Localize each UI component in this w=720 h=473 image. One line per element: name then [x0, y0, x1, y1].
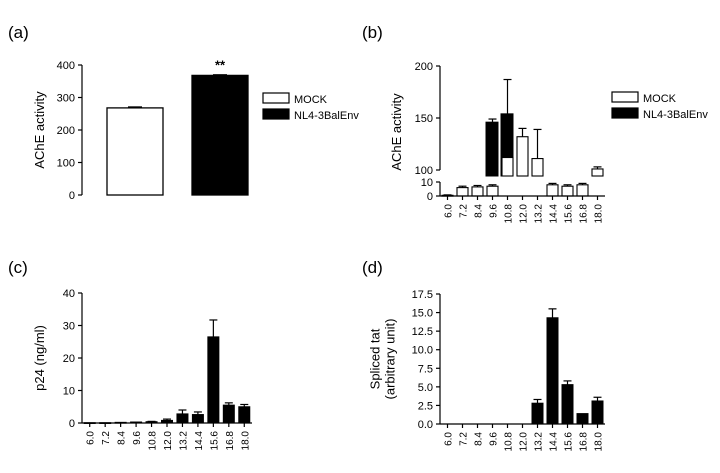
panel-d-bar	[546, 317, 559, 425]
panel-d-ylabel: Spliced tat	[368, 328, 383, 389]
panel-a-bar	[106, 107, 164, 196]
panel-b-xtick-label: 10.8	[504, 204, 515, 224]
panel-b-ytick-label: 100	[415, 165, 433, 177]
panel-c-bar	[238, 406, 251, 424]
panel-b-bar-mock	[486, 185, 499, 197]
panel-d-xtick-label: 12.0	[519, 432, 530, 452]
panel-d-xtick-label: 8.4	[474, 432, 485, 446]
panel-b-ylabel: AChE activity	[389, 93, 404, 171]
panel-b-xtick-label: 8.4	[474, 204, 485, 218]
panel-b-label: (b)	[362, 23, 383, 42]
panel-c-xtick-label: 16.8	[225, 431, 236, 451]
panel-a-significance: **	[215, 57, 226, 72]
panel-b-ytick-label: 10	[421, 177, 433, 189]
panel-d-bar	[531, 402, 544, 425]
panel-a-bar	[191, 74, 249, 196]
panel-d-xtick-label: 7.2	[459, 432, 470, 446]
panel-b-ytick-label: 0	[427, 191, 433, 203]
panel-a-legend-swatch	[262, 108, 290, 120]
panel-b-bar-mock	[576, 184, 589, 197]
panel-b-legend-swatch	[611, 107, 639, 119]
panel-b-bar-nl4	[485, 121, 499, 177]
panel-b-bar-mock	[501, 156, 514, 177]
panel-b-xtick-label: 13.2	[534, 204, 545, 224]
panel-c-xtick-label: 10.8	[148, 431, 159, 451]
panel-c-label: (c)	[8, 258, 28, 277]
panel-d-ylabel: (arbitrary unit)	[383, 319, 398, 400]
panel-b-bar-mock	[561, 185, 574, 197]
panel-b-ytick-label: 150	[415, 113, 433, 125]
panel-c-bar	[176, 413, 189, 424]
panel-b-xtick-label: 14.4	[549, 204, 560, 224]
panel-b-bar-mock	[546, 184, 559, 197]
panel-d-bar	[561, 384, 574, 425]
panel-c-xtick-label: 6.0	[86, 431, 97, 445]
panel-b-xtick-label: 6.0	[444, 204, 455, 218]
panel-c-xtick-label: 8.4	[117, 431, 128, 445]
panel-d-ytick-label: 12.5	[412, 326, 433, 338]
panel-d-ytick-label: 15.0	[412, 308, 433, 320]
panel-c-bar	[191, 414, 204, 424]
panel-a-legend-swatch	[262, 92, 290, 104]
panel-c-ytick-label: 40	[63, 288, 75, 300]
panel-c-xtick-label: 7.2	[101, 431, 112, 445]
panel-c-xtick-label: 13.2	[178, 431, 189, 451]
panel-b-xtick-label: 16.8	[579, 204, 590, 224]
panel-c-ylabel: p24 (ng/ml)	[32, 325, 47, 391]
panel-d-ytick-label: 17.5	[412, 289, 433, 301]
panel-a-ytick-label: 300	[57, 93, 75, 105]
panel-c-bar	[222, 404, 235, 424]
panel-a-ytick-label: 100	[57, 158, 75, 170]
panel-b-xtick-label: 18.0	[594, 204, 605, 224]
panel-d-xtick-label: 9.6	[489, 432, 500, 446]
panel-d-ytick-label: 10.0	[412, 345, 433, 357]
panel-b-xtick-label: 7.2	[459, 204, 470, 218]
panel-c-xtick-label: 18.0	[240, 431, 251, 451]
panel-d-ytick-label: 7.5	[418, 363, 433, 375]
panel-b-bar-mock	[591, 168, 604, 177]
panel-c-xtick-label: 9.6	[132, 431, 143, 445]
panel-a-ytick-label: 400	[57, 60, 75, 72]
panel-a-ylabel: AChE activity	[32, 91, 47, 169]
panel-b-xtick-label: 15.6	[564, 204, 575, 224]
panel-b-legend-label: MOCK	[643, 93, 677, 105]
panel-b-xtick-label: 12.0	[519, 204, 530, 224]
panel-d-xtick-label: 10.8	[504, 432, 515, 452]
panel-b-legend-swatch	[611, 91, 639, 103]
panel-d-label: (d)	[362, 258, 383, 277]
panel-c-ytick-label: 20	[63, 353, 75, 365]
panel-d-xtick-label: 15.6	[564, 432, 575, 452]
panel-b-bar-mock	[456, 187, 469, 197]
panel-a-legend-label: NL4-3BalEnv	[294, 110, 359, 122]
panel-c-bar	[207, 336, 220, 424]
panel-a-legend-label: MOCK	[294, 94, 328, 106]
panel-d-xtick-label: 14.4	[549, 432, 560, 452]
panel-d-bar	[591, 400, 604, 425]
panel-d-xtick-label: 18.0	[594, 432, 605, 452]
panel-b-legend-label: NL4-3BalEnv	[643, 109, 708, 121]
panel-c-ytick-label: 0	[69, 418, 75, 430]
panel-a-ytick-label: 0	[69, 190, 75, 202]
panel-d-ytick-label: 0.0	[418, 419, 433, 431]
panel-d-xtick-label: 16.8	[579, 432, 590, 452]
panel-d-xtick-label: 13.2	[534, 432, 545, 452]
panel-a-ytick-label: 200	[57, 125, 75, 137]
panel-c-xtick-label: 12.0	[163, 431, 174, 451]
panel-c-xtick-label: 15.6	[209, 431, 220, 451]
panel-b-bar-mock	[471, 186, 484, 197]
panel-b-bar-mock	[531, 158, 544, 177]
panel-c-ytick-label: 10	[63, 386, 75, 398]
panel-c-ytick-label: 30	[63, 321, 75, 333]
panel-d-ytick-label: 5.0	[418, 382, 433, 394]
panel-d-bar	[576, 413, 589, 425]
panel-a-label: (a)	[8, 23, 29, 42]
panel-b-bar-mock	[516, 136, 529, 177]
panel-c-xtick-label: 14.4	[194, 431, 205, 451]
panel-d-xtick-label: 6.0	[444, 432, 455, 446]
panel-d-ytick-label: 2.5	[418, 400, 433, 412]
panel-b-ytick-label: 200	[415, 61, 433, 73]
panel-b-xtick-label: 9.6	[489, 204, 500, 218]
